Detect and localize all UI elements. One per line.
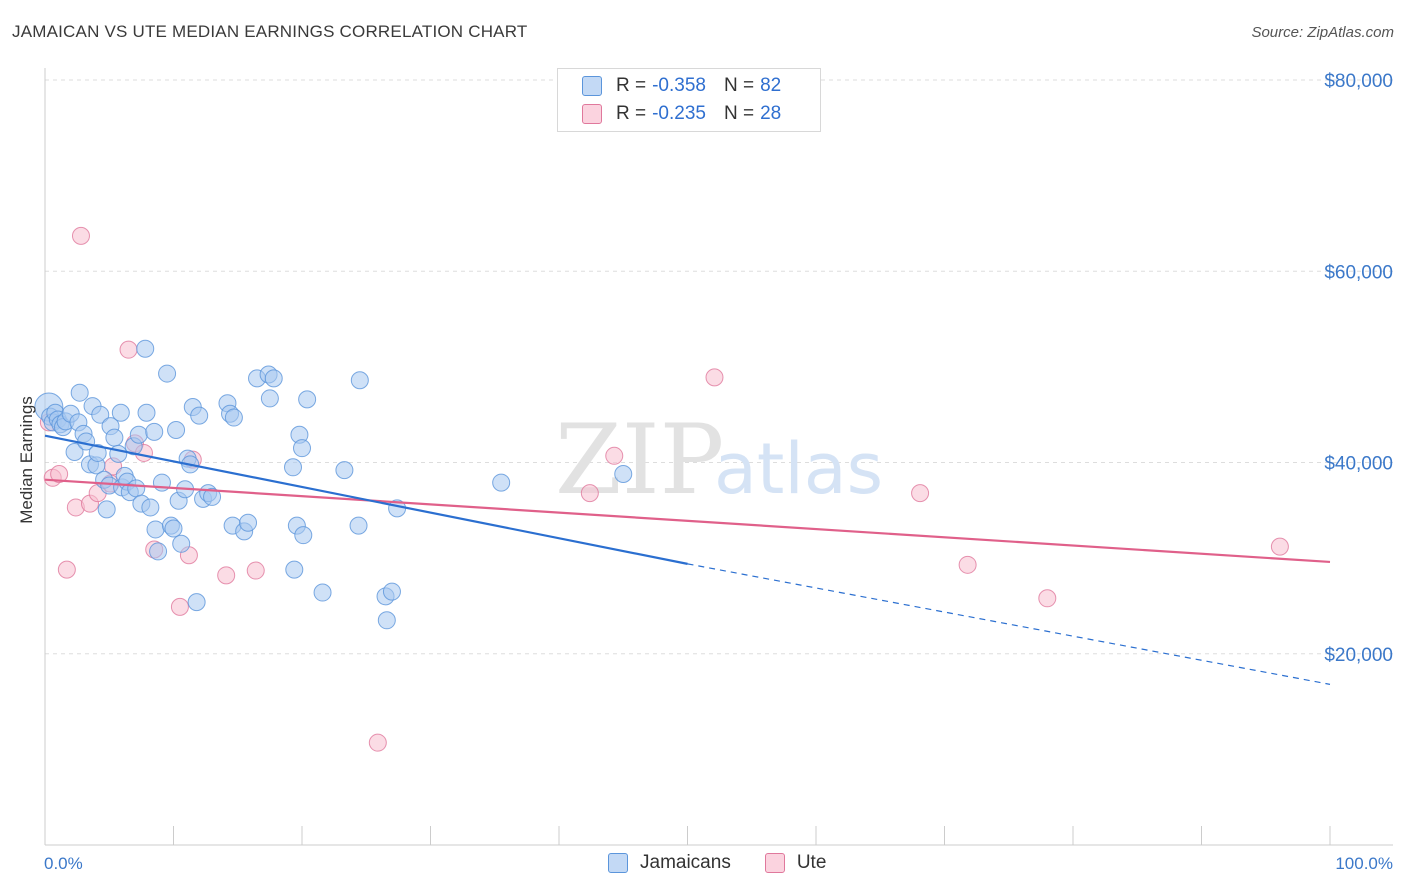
jamaicans-point — [137, 403, 156, 422]
jamaicans-point — [313, 583, 332, 602]
jamaicans-point — [294, 526, 313, 545]
axes — [44, 68, 1393, 846]
jamaicans-point — [105, 428, 124, 447]
chart-source: Source: ZipAtlas.com — [1251, 24, 1394, 41]
ute-point — [50, 464, 69, 483]
series-legend: Jamaicans Ute — [608, 852, 826, 874]
legend-swatch-ute — [582, 104, 602, 124]
watermark: ZIP atlas — [555, 404, 883, 516]
jamaicans-point — [88, 443, 107, 462]
jamaicans-point — [65, 442, 84, 461]
jamaicans-point — [70, 383, 89, 402]
jamaicans-point — [97, 500, 116, 519]
jamaicans-point — [377, 611, 396, 630]
jamaicans-point — [187, 593, 206, 612]
tick-labels: $20,000 $40,000 $60,000 $80,000 0.0% 100.0% — [44, 71, 1393, 873]
jamaicans-point — [285, 560, 304, 579]
chart-title: JAMAICAN VS UTE MEDIAN EARNINGS CORRELAT… — [12, 22, 528, 41]
jamaicans-point — [141, 498, 160, 517]
jamaicans-point — [335, 461, 354, 480]
y-tick-label: $20,000 — [1324, 645, 1393, 666]
jamaicans-point — [350, 371, 369, 390]
ute-point — [71, 226, 90, 245]
jamaicans-point — [127, 479, 146, 498]
legend-n-value: 82 — [760, 75, 782, 96]
jamaicans-point — [149, 542, 168, 561]
jamaicans-trend-extension — [687, 563, 1331, 685]
grid-lines — [45, 79, 1393, 655]
legend-r-value: -0.235 — [652, 103, 706, 124]
ute-point — [1038, 589, 1057, 608]
legend-swatch-jamaicans — [582, 76, 602, 96]
legend-row-jamaicans: R = -0.358 N = 82 — [582, 73, 781, 99]
ute-point — [57, 560, 76, 579]
ute-point — [170, 597, 189, 616]
ute-point — [1270, 537, 1289, 556]
legend-swatch-ute — [764, 853, 785, 873]
jamaicans-point — [158, 364, 177, 383]
ute-point — [246, 561, 265, 580]
jamaicans-point — [111, 403, 130, 422]
jamaicans-point — [167, 420, 186, 439]
ute-point — [119, 340, 138, 359]
jamaicans-point — [382, 582, 401, 601]
jamaicans-point — [146, 520, 165, 539]
jamaicans-point — [239, 513, 258, 532]
legend-n-label: N = — [723, 75, 755, 96]
legend-r-label: R = — [616, 75, 647, 96]
watermark-zip: ZIP — [555, 404, 724, 516]
ute-point — [958, 555, 977, 574]
jamaicans-point — [190, 406, 209, 425]
legend-n-value: 28 — [760, 103, 782, 124]
y-axis-label: Median Earnings — [17, 396, 36, 524]
jamaicans-point — [172, 534, 191, 553]
watermark-atlas: atlas — [714, 428, 883, 510]
jamaicans-point — [136, 339, 155, 358]
jamaicans-point — [264, 369, 283, 388]
jamaicans-trend-line — [44, 434, 688, 565]
ute-point — [605, 446, 624, 465]
jamaicans-point — [293, 439, 311, 458]
legend-swatch-jamaicans — [608, 853, 628, 873]
jamaicans-point — [129, 425, 148, 444]
legend-r-label: R = — [616, 103, 647, 124]
legend-r-value: -0.358 — [652, 75, 706, 96]
x-tick-label: 100.0% — [1335, 854, 1393, 873]
ute-point — [217, 566, 236, 585]
y-tick-label: $60,000 — [1324, 262, 1393, 283]
jamaicans-point — [260, 389, 279, 408]
x-tick-label: 0.0% — [44, 854, 83, 873]
trend-lines — [44, 434, 1331, 685]
jamaicans-point — [164, 519, 183, 538]
jamaicans-point — [614, 464, 633, 483]
ute-point — [911, 484, 930, 503]
ute-point — [580, 484, 599, 503]
legend-row-ute: R = -0.235 N = 28 — [582, 101, 781, 127]
jamaicans-point — [203, 487, 222, 506]
jamaicans-point — [109, 444, 128, 463]
jamaicans-point — [145, 422, 164, 441]
jamaicans-point — [284, 458, 303, 477]
ute-point — [368, 733, 387, 752]
jamaicans-point — [349, 516, 368, 535]
legend-label-ute: Ute — [796, 852, 827, 873]
ute-trend-line — [44, 478, 1331, 564]
y-tick-label: $40,000 — [1324, 454, 1393, 475]
jamaicans-point — [91, 405, 110, 424]
legend: R = -0.358 N = 82 R = -0.235 N = 28 — [557, 68, 821, 132]
jamaicans-point — [298, 390, 317, 409]
y-tick-label: $80,000 — [1324, 71, 1393, 92]
series-jamaicans-points — [34, 339, 633, 630]
jamaicans-point — [224, 408, 243, 427]
legend-label-jamaicans: Jamaicans — [640, 852, 731, 873]
legend-n-label: N = — [723, 103, 755, 124]
ute-point — [705, 368, 724, 387]
jamaicans-point — [492, 473, 511, 492]
